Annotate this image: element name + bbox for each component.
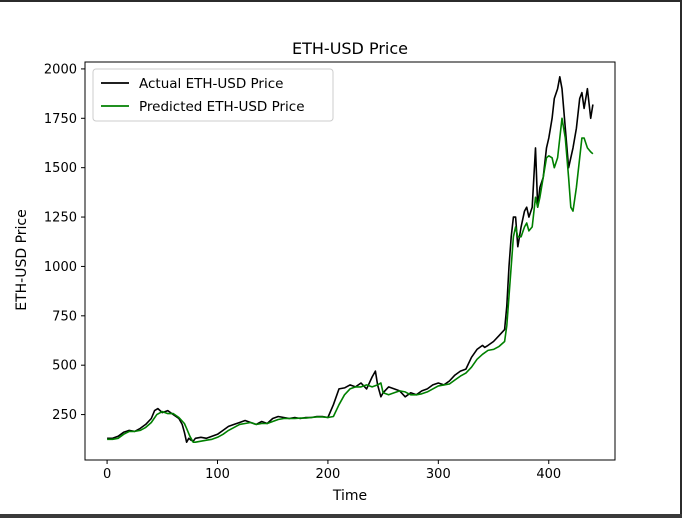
y-tick-label: 2000 bbox=[44, 62, 77, 77]
window-top-border bbox=[0, 0, 682, 2]
x-axis-title: Time bbox=[332, 488, 367, 504]
y-tick-label: 500 bbox=[52, 359, 77, 374]
window-bottom-border bbox=[0, 514, 682, 518]
y-axis-title: ETH-USD Price bbox=[14, 209, 30, 311]
chart-title: ETH-USD Price bbox=[292, 39, 408, 58]
y-tick-label: 250 bbox=[52, 408, 77, 423]
y-tick-label: 1750 bbox=[44, 112, 77, 127]
x-tick-label: 400 bbox=[536, 467, 561, 482]
legend-predicted-label: Predicted ETH-USD Price bbox=[139, 99, 305, 115]
actual-price-line bbox=[107, 76, 594, 444]
window-right-border bbox=[680, 0, 682, 518]
x-tick-label: 200 bbox=[316, 467, 341, 482]
x-tick-label: 0 bbox=[103, 467, 111, 482]
y-tick-label: 1000 bbox=[44, 260, 77, 275]
y-tick-label: 1500 bbox=[44, 161, 77, 176]
x-tick-label: 100 bbox=[205, 467, 230, 482]
y-tick-label: 1250 bbox=[44, 211, 77, 226]
predicted-price-line bbox=[107, 117, 594, 444]
plot-frame bbox=[84, 61, 616, 461]
plot-area: 0 100 200 300 400 250 500 750 1000 1250 1500 1750 20… bbox=[44, 61, 616, 482]
x-tick-label: 300 bbox=[426, 467, 451, 482]
y-tick-label: 750 bbox=[52, 309, 77, 324]
legend-box bbox=[92, 68, 334, 122]
legend-actual-label: Actual ETH-USD Price bbox=[139, 76, 283, 92]
